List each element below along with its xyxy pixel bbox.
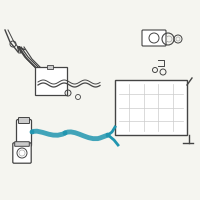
FancyBboxPatch shape <box>16 119 32 146</box>
Circle shape <box>63 131 67 135</box>
FancyBboxPatch shape <box>15 142 29 146</box>
FancyBboxPatch shape <box>35 67 67 95</box>
FancyBboxPatch shape <box>18 117 30 123</box>
FancyBboxPatch shape <box>142 30 166 46</box>
Circle shape <box>30 130 34 134</box>
Circle shape <box>106 133 110 137</box>
Bar <box>47 65 53 69</box>
FancyBboxPatch shape <box>115 80 187 135</box>
FancyBboxPatch shape <box>13 143 31 163</box>
